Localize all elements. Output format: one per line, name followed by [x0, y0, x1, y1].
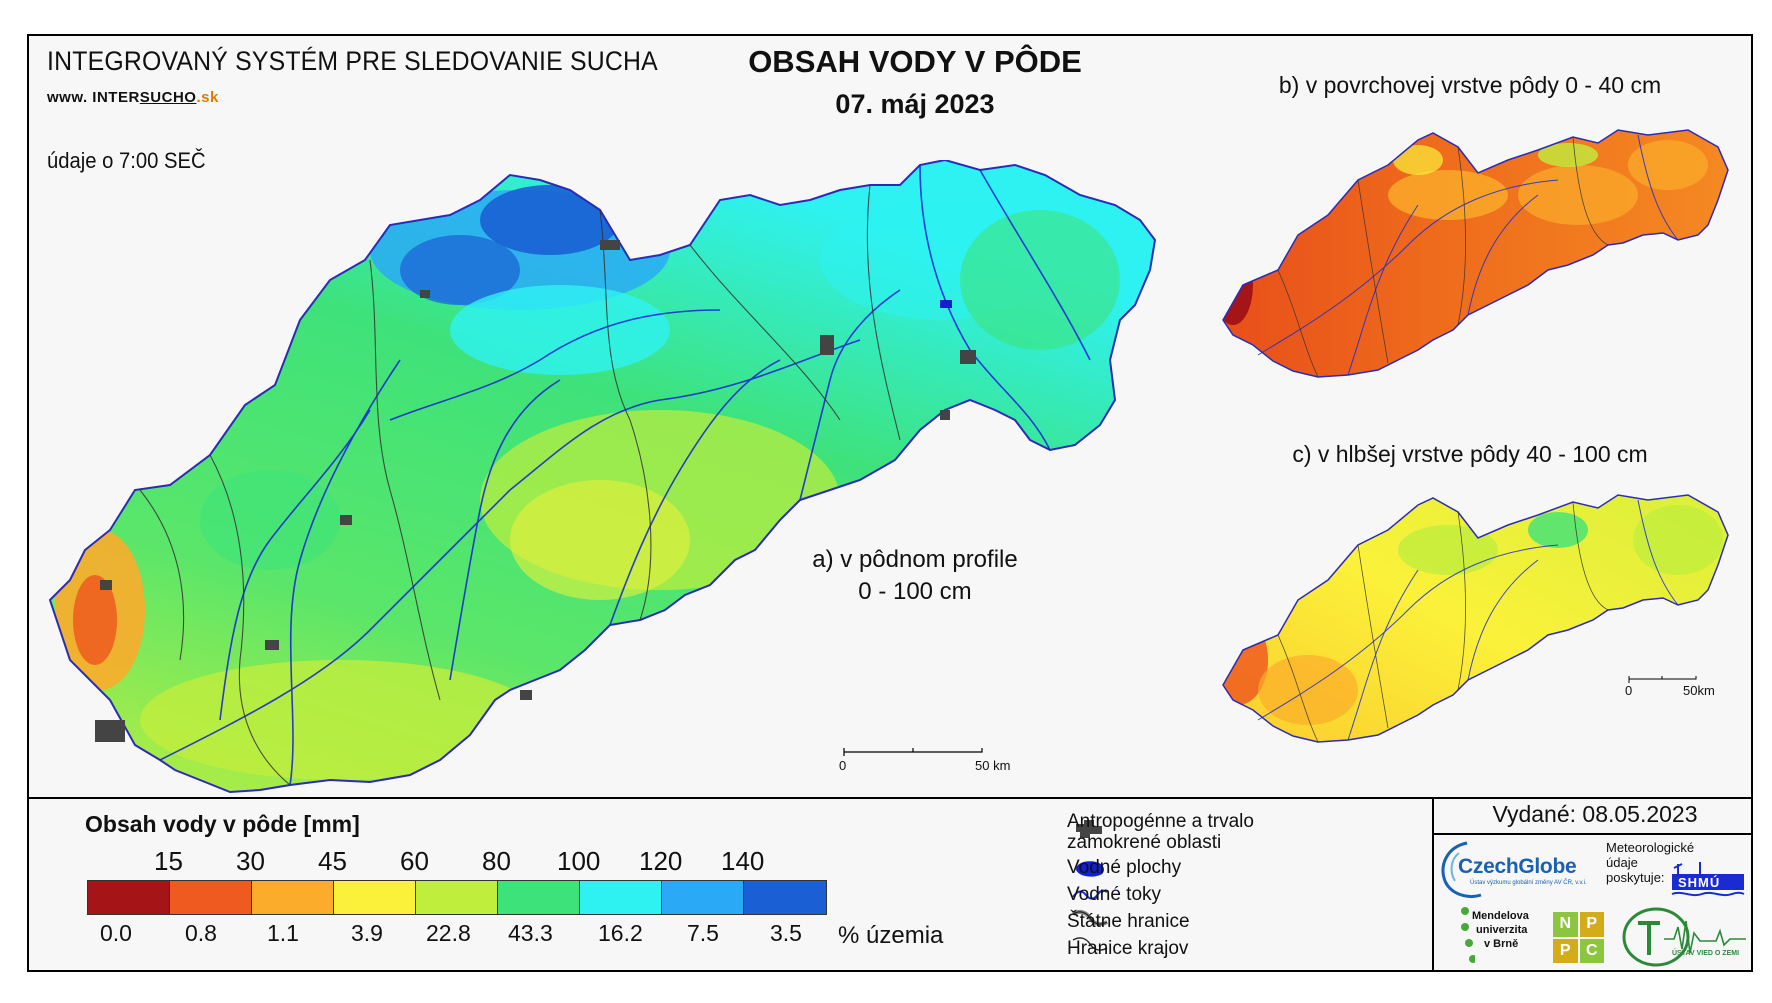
percent-unit: % územia [838, 922, 944, 949]
map-title: OBSAH VODY V PÔDE [748, 44, 1082, 79]
percent-label: 7.5 [687, 920, 719, 946]
website-part-c: .sk [196, 89, 219, 106]
deep-layer-map [1222, 494, 1729, 743]
color-class-swatch [498, 881, 580, 914]
key-urban-line2: zamokrené oblasti [1067, 832, 1222, 853]
small-scale-start: 0 [1625, 683, 1633, 698]
color-class-swatch [252, 881, 334, 914]
color-class-swatch [334, 881, 416, 914]
color-class-swatch [170, 881, 252, 914]
map-b-label: b) v povrchovej vrstve pôdy 0 - 40 cm [1278, 72, 1662, 98]
met-line3: poskytuje: [1606, 870, 1665, 885]
mendel-line3: v Brně [1484, 938, 1519, 950]
percent-label: 0.0 [100, 920, 132, 946]
small-scale-bar [1628, 676, 1697, 683]
nppc-letter: C [1579, 938, 1604, 963]
threshold-label: 60 [400, 846, 429, 876]
main-scale-end: 50 km [975, 758, 1011, 773]
color-class-swatch [416, 881, 498, 914]
urban-area-icon [1076, 820, 1102, 838]
main-scale-start: 0 [839, 758, 847, 773]
main-soil-water-map [48, 160, 1157, 794]
website-part-a: INTER [92, 89, 140, 106]
threshold-label: 140 [721, 846, 765, 876]
system-title: INTEGROVANÝ SYSTÉM PRE SLEDOVANIE SUCHA [47, 46, 658, 76]
time-info: údaje o 7:00 SEČ [47, 148, 206, 173]
main-scale-bar [843, 748, 983, 756]
mendel-line2: univerzita [1476, 924, 1528, 936]
percent-label: 3.5 [770, 920, 802, 946]
uvz-text: ÚSTAV VIED O ZEMI [1672, 950, 1740, 957]
met-line2: údaje [1606, 855, 1638, 870]
key-region-border-label: Hranice krajov [1067, 938, 1189, 959]
small-scale-end: 50km [1683, 683, 1715, 698]
website-prefix: www. [47, 89, 93, 106]
issued-date: Vydané: 08.05.2023 [1492, 801, 1698, 827]
key-river-label: Vodné toky [1067, 884, 1162, 905]
met-provider-text: Meteorologické údaje poskytuje: [1606, 840, 1694, 885]
shmu-text: SHMÚ [1678, 875, 1721, 890]
nppc-letter: P [1553, 938, 1578, 963]
shmu-logo [1671, 862, 1745, 897]
map-date: 07. máj 2023 [835, 89, 995, 119]
mendel-logo-dots [1461, 907, 1475, 963]
key-state-border-label: Štátne hranice [1067, 911, 1190, 932]
issued-underline [1432, 833, 1753, 835]
threshold-label: 30 [236, 846, 265, 876]
website-link[interactable]: www. INTERSUCHO.sk [47, 89, 219, 106]
surface-layer-map [1222, 129, 1729, 378]
legend-divider [27, 797, 1753, 799]
mendel-logo-text: Mendelova univerzita v Brně [1472, 909, 1529, 951]
key-urban-line1: Antropogénne a trvalo [1067, 811, 1254, 832]
region-border-icon [1072, 937, 1108, 951]
key-urban-label: Antropogénne a trvalo zamokrené oblasti [1067, 811, 1254, 853]
issued-divider [1432, 797, 1434, 972]
color-class-swatch [744, 881, 826, 914]
threshold-label: 120 [639, 846, 683, 876]
percent-label: 1.1 [267, 920, 299, 946]
nppc-logo: N P P C [1553, 912, 1604, 963]
threshold-label: 45 [318, 846, 347, 876]
website-part-b: SUCHO [139, 89, 197, 106]
threshold-label: 80 [482, 846, 511, 876]
met-line1: Meteorologické [1606, 840, 1695, 855]
mendel-line1: Mendelova [1472, 910, 1529, 922]
water-body-icon [1076, 861, 1104, 877]
nppc-letter: N [1553, 912, 1578, 937]
percent-label: 43.3 [508, 920, 553, 946]
color-class-swatch [88, 881, 170, 914]
key-water-label: Vodné plochy [1067, 857, 1182, 878]
czechglobe-subtitle: Ústav výzkumu globální změny AV ČR, v.v.… [1470, 880, 1587, 886]
map-a-label-line1: a) v pôdnom profile [812, 546, 1018, 573]
color-class-swatch [662, 881, 744, 914]
threshold-label: 100 [557, 846, 601, 876]
nppc-letter: P [1579, 912, 1604, 937]
uvz-logo [1622, 907, 1746, 967]
map-a-label-line2: 0 - 100 cm [858, 578, 972, 605]
percent-label: 3.9 [351, 920, 383, 946]
percent-label: 0.8 [185, 920, 217, 946]
color-class-swatch [580, 881, 662, 914]
state-border-icon [1072, 909, 1108, 927]
legend-title: Obsah vody v pôde [mm] [85, 811, 360, 837]
czechglobe-logo [1441, 841, 1482, 898]
color-scale [87, 880, 827, 915]
percent-label: 22.8 [426, 920, 471, 946]
threshold-label: 15 [154, 846, 183, 876]
czechglobe-name: CzechGlobe [1458, 855, 1577, 878]
river-icon [1072, 889, 1108, 900]
map-c-label: c) v hlbšej vrstve pôdy 40 - 100 cm [1292, 441, 1648, 467]
percent-label: 16.2 [598, 920, 643, 946]
